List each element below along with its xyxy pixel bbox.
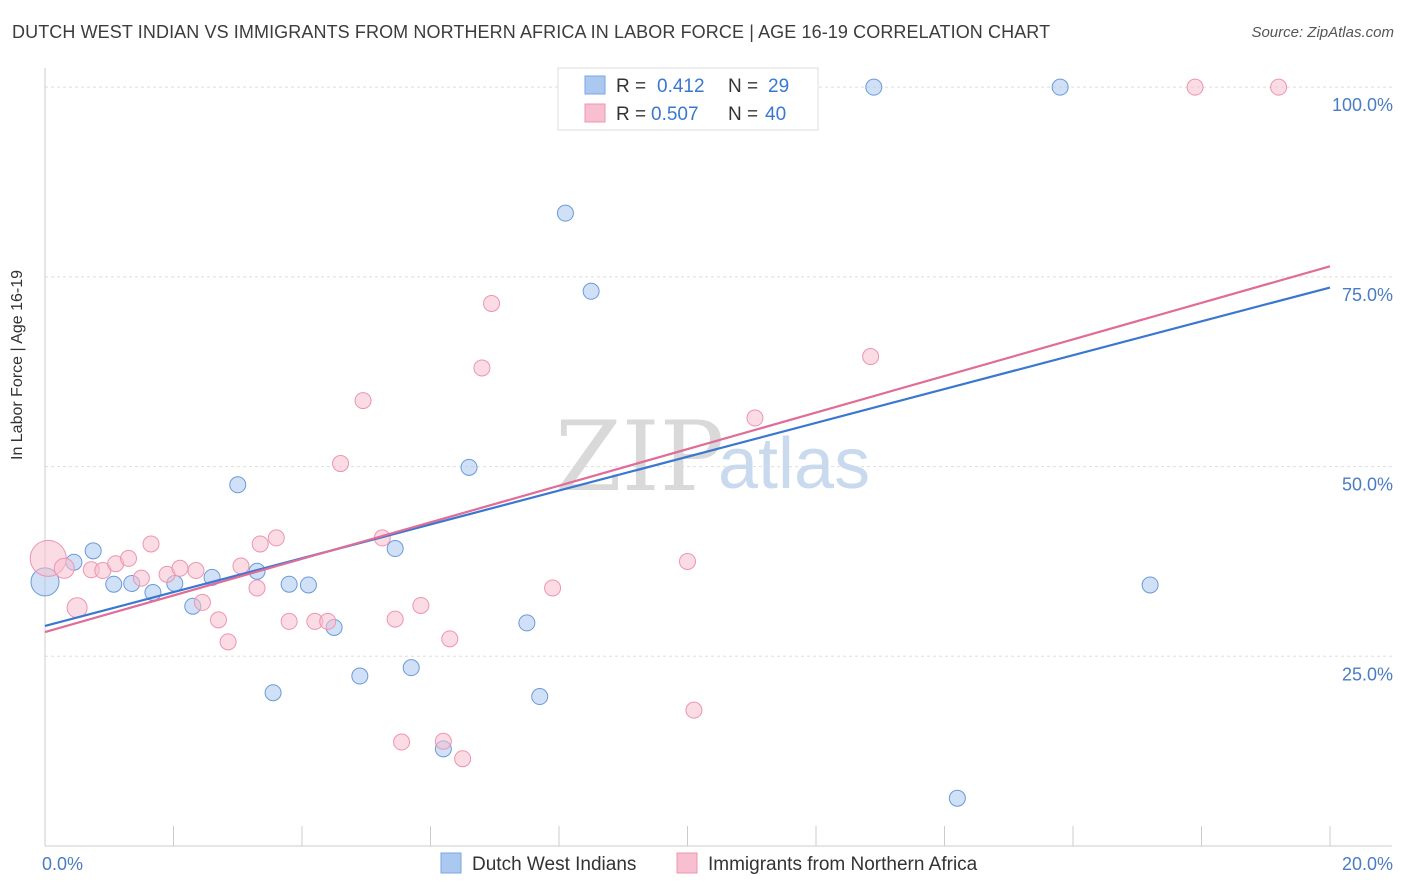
chart-title: DUTCH WEST INDIAN VS IMMIGRANTS FROM NOR… <box>12 22 1051 42</box>
legend-swatch-dutch-west-indians <box>440 852 462 874</box>
point-dutch-west-indians <box>518 614 536 632</box>
y-tick-label: 50.0% <box>1342 475 1393 495</box>
point-immigrants-northern-africa <box>746 409 764 427</box>
point-immigrants-northern-africa <box>483 294 501 312</box>
point-immigrants-northern-africa <box>120 549 138 567</box>
point-immigrants-northern-africa <box>412 596 430 614</box>
source-credit: Source: ZipAtlas.com <box>1251 24 1394 41</box>
point-immigrants-northern-africa <box>248 579 266 597</box>
stats-n-label-pink: N = <box>728 104 758 125</box>
trend-lines <box>44 265 1331 634</box>
point-immigrants-northern-africa <box>434 732 452 750</box>
axes <box>44 68 1392 847</box>
point-immigrants-northern-africa <box>441 630 459 648</box>
stats-n-value-pink: 40 <box>765 104 786 125</box>
point-dutch-west-indians <box>531 688 549 706</box>
y-tick-label: 25.0% <box>1342 664 1393 684</box>
point-immigrants-northern-africa <box>267 529 285 547</box>
point-immigrants-northern-africa <box>1186 78 1204 96</box>
point-immigrants-northern-africa <box>171 559 189 577</box>
point-immigrants-northern-africa <box>209 611 227 629</box>
stats-legend: R = 0.412 N = 29 R = 0.507 N = 40 <box>557 67 819 131</box>
stats-r-label-pink: R = <box>616 104 646 125</box>
y-tick-label: 100.0% <box>1332 95 1393 115</box>
point-immigrants-northern-africa <box>544 579 562 597</box>
point-dutch-west-indians <box>865 78 883 96</box>
point-immigrants-northern-africa <box>862 348 880 366</box>
stats-n-value-blue: 29 <box>768 76 789 97</box>
point-immigrants-northern-africa <box>232 557 250 575</box>
x-tick-labels: 0.0% 20.0% <box>42 854 1393 874</box>
watermark-atlas: atlas <box>718 424 870 504</box>
point-dutch-west-indians <box>351 667 369 685</box>
series-legend: Dutch West Indians Immigrants from North… <box>440 852 978 875</box>
point-dutch-west-indians <box>84 542 102 560</box>
point-immigrants-northern-africa <box>679 552 696 570</box>
point-dutch-west-indians <box>948 789 966 807</box>
point-immigrants-northern-africa <box>219 633 237 651</box>
data-points <box>29 78 1288 807</box>
stats-r-value-pink: 0.507 <box>651 104 699 125</box>
legend-label-immigrants-northern-africa: Immigrants from Northern Africa <box>708 854 978 875</box>
point-dutch-west-indians <box>105 575 123 593</box>
trend-line-dutch-west-indians <box>44 286 1331 628</box>
stats-swatch-blue <box>584 75 606 95</box>
point-immigrants-northern-africa <box>193 593 211 611</box>
stats-r-value-blue: 0.412 <box>657 76 705 97</box>
stats-swatch-pink <box>584 103 606 123</box>
point-dutch-west-indians <box>460 458 478 476</box>
watermark: ZIP atlas <box>555 401 870 513</box>
watermark-zip: ZIP <box>555 401 724 513</box>
x-tick-label-start: 0.0% <box>42 854 83 874</box>
grid-lines <box>45 86 1392 657</box>
point-dutch-west-indians <box>582 282 600 300</box>
point-immigrants-northern-africa <box>53 557 75 579</box>
point-dutch-west-indians <box>1141 576 1159 594</box>
point-dutch-west-indians <box>556 204 574 222</box>
y-tick-label: 75.0% <box>1342 285 1393 305</box>
trend-line-immigrants-northern-africa <box>44 265 1331 634</box>
point-immigrants-northern-africa <box>319 612 337 630</box>
legend-swatch-immigrants-northern-africa <box>676 852 698 874</box>
point-immigrants-northern-africa <box>132 569 150 587</box>
point-immigrants-northern-africa <box>685 701 703 719</box>
point-immigrants-northern-africa <box>386 610 404 628</box>
point-immigrants-northern-africa <box>187 562 205 580</box>
point-dutch-west-indians <box>386 540 404 558</box>
point-immigrants-northern-africa <box>280 612 298 630</box>
point-immigrants-northern-africa <box>393 733 411 751</box>
y-tick-labels: 25.0% 50.0% 75.0% 100.0% <box>1332 95 1393 684</box>
stats-n-label-blue: N = <box>728 76 758 97</box>
legend-label-dutch-west-indians: Dutch West Indians <box>472 854 636 875</box>
point-dutch-west-indians <box>402 659 420 677</box>
point-immigrants-northern-africa <box>473 359 491 377</box>
point-dutch-west-indians <box>280 575 298 593</box>
point-dutch-west-indians <box>229 476 247 494</box>
point-dutch-west-indians <box>299 576 317 594</box>
point-immigrants-northern-africa <box>354 392 372 410</box>
point-dutch-west-indians <box>264 684 282 702</box>
point-immigrants-northern-africa <box>251 535 269 553</box>
point-immigrants-northern-africa <box>332 455 350 473</box>
point-dutch-west-indians <box>1051 78 1069 96</box>
point-immigrants-northern-africa <box>142 535 160 553</box>
point-immigrants-northern-africa <box>454 750 472 768</box>
x-tick-label-end: 20.0% <box>1342 854 1393 874</box>
stats-r-label-blue: R = <box>616 76 646 97</box>
point-immigrants-northern-africa <box>1270 78 1288 96</box>
